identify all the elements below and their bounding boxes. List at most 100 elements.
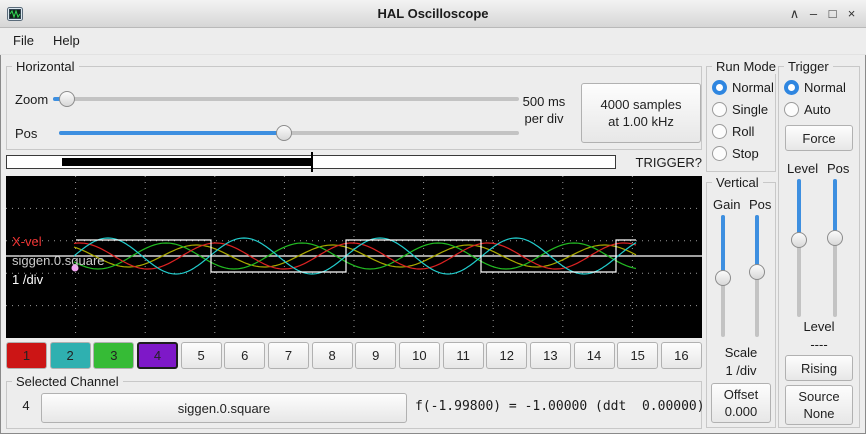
channel-button-11[interactable]: 11: [442, 342, 484, 369]
trigger-level-readout-label: Level: [803, 319, 835, 334]
radio-icon[interactable]: [784, 80, 799, 95]
radio-icon[interactable]: [712, 80, 727, 95]
run-mode-group: Run Mode Normal Single Roll Stop: [706, 59, 780, 172]
record-position-bar: [6, 152, 616, 172]
trigger-pos-label: Pos: [827, 161, 850, 176]
run-mode-radio-stop[interactable]: Stop: [712, 146, 774, 161]
run-mode-radio-normal[interactable]: Normal: [712, 80, 774, 95]
vertical-pos-slider[interactable]: [749, 215, 765, 337]
scope-cursor-dot[interactable]: [71, 264, 79, 272]
trigger-radio-auto[interactable]: Auto: [784, 102, 846, 117]
channel-button-5[interactable]: 5: [180, 342, 222, 369]
trigger-group-label: Trigger: [784, 59, 833, 74]
trigger-radio-normal[interactable]: Normal: [784, 80, 846, 95]
radio-label: Stop: [732, 146, 759, 161]
run-mode-radio-single[interactable]: Single: [712, 102, 774, 117]
trigger-pos-slider-knob[interactable]: [827, 230, 843, 247]
channel-source-button[interactable]: siggen.0.square: [41, 393, 407, 423]
vertical-gain-slider-knob[interactable]: [715, 270, 731, 287]
zoom-slider-trough[interactable]: [53, 97, 519, 101]
vertical-gain-label: Gain: [713, 197, 741, 212]
scope-overlay: X-vel siggen.0.square 1 /div: [12, 232, 105, 289]
trigger-pos-slider[interactable]: [827, 179, 843, 317]
radio-icon[interactable]: [712, 146, 727, 161]
maximize-button[interactable]: □: [828, 6, 837, 21]
vertical-pos-slider-knob[interactable]: [749, 264, 765, 281]
vertical-gain-slider-fill: [721, 215, 725, 279]
scope-overlay-line-3: 1 /div: [12, 272, 44, 287]
channel-button-2[interactable]: 2: [49, 342, 91, 369]
vertical-pos-label: Pos: [749, 197, 772, 212]
selected-channel-group-label: Selected Channel: [12, 374, 123, 389]
channel-button-14[interactable]: 14: [573, 342, 615, 369]
force-trigger-button[interactable]: Force: [785, 125, 853, 151]
channel-button-12[interactable]: 12: [486, 342, 528, 369]
scope-overlay-line-2: siggen.0.square: [12, 253, 105, 268]
horizontal-pos-slider-knob[interactable]: [276, 125, 293, 141]
shade-button[interactable]: ∧: [789, 6, 800, 21]
menu-help[interactable]: Help: [53, 33, 80, 48]
trigger-source-button[interactable]: Source None: [785, 385, 853, 425]
radio-label: Normal: [804, 80, 846, 95]
horizontal-group-label: Horizontal: [12, 59, 79, 74]
trigger-pos-slider-trough[interactable]: [833, 179, 837, 317]
channel-button-3[interactable]: 3: [93, 342, 135, 369]
channel-button-1[interactable]: 1: [6, 342, 47, 369]
radio-label: Roll: [732, 124, 755, 139]
trigger-level-slider-fill: [797, 179, 801, 240]
radio-icon[interactable]: [712, 102, 727, 117]
channel-button-row: 1 2 3 4 5 6 7 8 9 10 11 12 13 14 15 16: [6, 342, 702, 369]
trigger-group: Trigger Normal Auto Force Level Pos Level…: [778, 59, 860, 428]
menu-file[interactable]: File: [13, 33, 34, 48]
app-icon: [7, 7, 23, 21]
window-title: HAL Oscilloscope: [377, 6, 489, 21]
channel-button-7[interactable]: 7: [267, 342, 309, 369]
minimize-button[interactable]: –: [809, 6, 818, 21]
trigger-radios: Normal Auto: [784, 80, 846, 117]
selected-channel-number: 4: [22, 398, 30, 413]
square-white-trace: [76, 239, 636, 273]
channel-button-6[interactable]: 6: [224, 342, 266, 369]
trigger-edge-button[interactable]: Rising: [785, 355, 853, 381]
record-bar-fill: [61, 158, 311, 166]
channel-button-16[interactable]: 16: [660, 342, 702, 369]
horizontal-pos-slider[interactable]: [59, 125, 519, 141]
trigger-level-label: Level: [787, 161, 819, 176]
channel-button-8[interactable]: 8: [311, 342, 353, 369]
vertical-gain-slider[interactable]: [715, 215, 731, 337]
radio-icon[interactable]: [784, 102, 799, 117]
vertical-group: Vertical Gain Pos Scale 1 /div Offset 0.…: [706, 175, 776, 428]
channel-button-10[interactable]: 10: [398, 342, 440, 369]
window-controls: ∧ – □ ×: [785, 0, 861, 28]
scope-display[interactable]: X-vel siggen.0.square 1 /div: [6, 176, 702, 338]
scope-grid: [6, 176, 702, 338]
trigger-level-slider-trough[interactable]: [797, 179, 801, 317]
record-length-button[interactable]: 4000 samples at 1.00 kHz: [581, 83, 701, 143]
zoom-label: Zoom: [15, 92, 49, 107]
run-mode-radio-roll[interactable]: Roll: [712, 124, 774, 139]
sine-red-trace: [73, 242, 637, 270]
channel-button-4[interactable]: 4: [136, 342, 178, 369]
radio-label: Single: [732, 102, 769, 117]
trigger-level-slider[interactable]: [791, 179, 807, 317]
channel-button-13[interactable]: 13: [529, 342, 571, 369]
trigger-status-label: TRIGGER?: [635, 155, 702, 170]
per-div-label: 500 ms per div: [522, 94, 566, 126]
trigger-level-slider-knob[interactable]: [791, 231, 807, 248]
channel-button-9[interactable]: 9: [355, 342, 397, 369]
channel-button-15[interactable]: 15: [617, 342, 659, 369]
trigger-pos-slider-fill: [833, 179, 837, 239]
pos-label: Pos: [15, 126, 38, 141]
zoom-slider-knob[interactable]: [58, 91, 75, 107]
radio-label: Normal: [732, 80, 774, 95]
scope-overlay-line-1: X-vel: [12, 234, 42, 249]
zoom-slider[interactable]: [53, 91, 519, 107]
radio-icon[interactable]: [712, 124, 727, 139]
titlebar[interactable]: HAL Oscilloscope ∧ – □ ×: [0, 0, 866, 28]
run-mode-radios: Normal Single Roll Stop: [712, 80, 774, 161]
offset-button[interactable]: Offset 0.000: [711, 383, 771, 423]
close-button[interactable]: ×: [847, 6, 856, 21]
run-mode-group-label: Run Mode: [712, 59, 780, 74]
radio-label: Auto: [804, 102, 831, 117]
